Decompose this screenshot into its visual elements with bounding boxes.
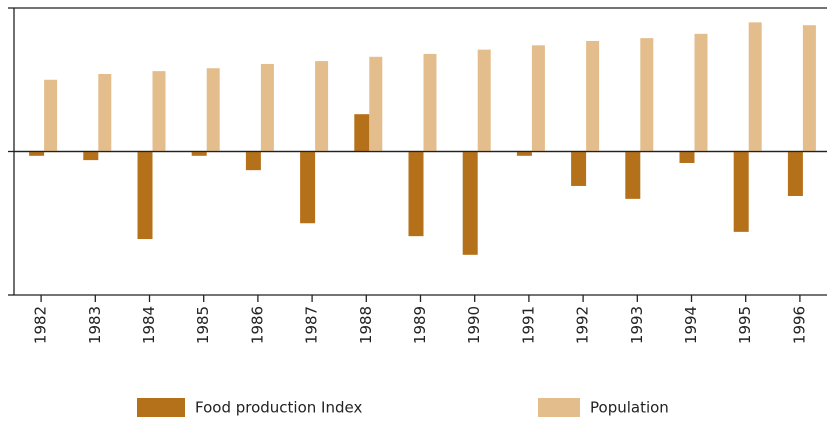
- bar: [640, 38, 654, 152]
- bar: [83, 151, 99, 161]
- bar: [694, 33, 708, 152]
- bar: [152, 71, 166, 152]
- legend-swatch: [538, 398, 580, 417]
- bar: [191, 151, 207, 156]
- x-tick-label: 1993: [628, 306, 646, 344]
- x-tick-label: 1994: [682, 306, 700, 344]
- x-tick-label: 1990: [465, 306, 483, 344]
- bar: [462, 151, 478, 255]
- bar: [802, 25, 816, 152]
- x-tick-label: 1996: [790, 306, 808, 344]
- bar: [44, 79, 58, 152]
- x-tick-label: 1995: [736, 306, 754, 344]
- x-tick-label: 1989: [411, 306, 429, 344]
- bar: [586, 41, 600, 152]
- x-tick-label: 1984: [140, 306, 158, 344]
- x-tick-label: 1983: [86, 306, 104, 344]
- bar: [477, 49, 491, 152]
- x-tick-label: 1988: [357, 306, 375, 344]
- x-tick-label: 1987: [303, 306, 321, 344]
- bar: [206, 68, 220, 152]
- bar: [787, 151, 803, 196]
- legend-label: Population: [590, 399, 669, 417]
- bar: [408, 151, 424, 237]
- bar: [423, 53, 437, 152]
- bar: [98, 74, 112, 152]
- bar: [260, 63, 274, 152]
- bar: [625, 151, 641, 199]
- bar: [733, 151, 749, 232]
- x-tick-label: 1985: [194, 306, 212, 344]
- bar: [531, 45, 545, 152]
- x-tick-label: 1991: [519, 306, 537, 344]
- x-tick-label: 1992: [574, 306, 592, 344]
- x-tick-label: 1982: [32, 306, 50, 344]
- bar: [748, 22, 762, 152]
- bar: [300, 151, 316, 224]
- bar: [571, 151, 587, 186]
- bar: [679, 151, 695, 163]
- bar: [137, 151, 153, 240]
- legend-label: Food production Index: [195, 399, 362, 417]
- bar: [354, 114, 370, 152]
- bar: [516, 151, 532, 156]
- x-tick-label: 1986: [248, 306, 266, 344]
- bar: [315, 61, 329, 152]
- bar: [29, 151, 45, 156]
- bar: [369, 56, 383, 152]
- legend-swatch: [137, 398, 185, 417]
- bar: [245, 151, 261, 171]
